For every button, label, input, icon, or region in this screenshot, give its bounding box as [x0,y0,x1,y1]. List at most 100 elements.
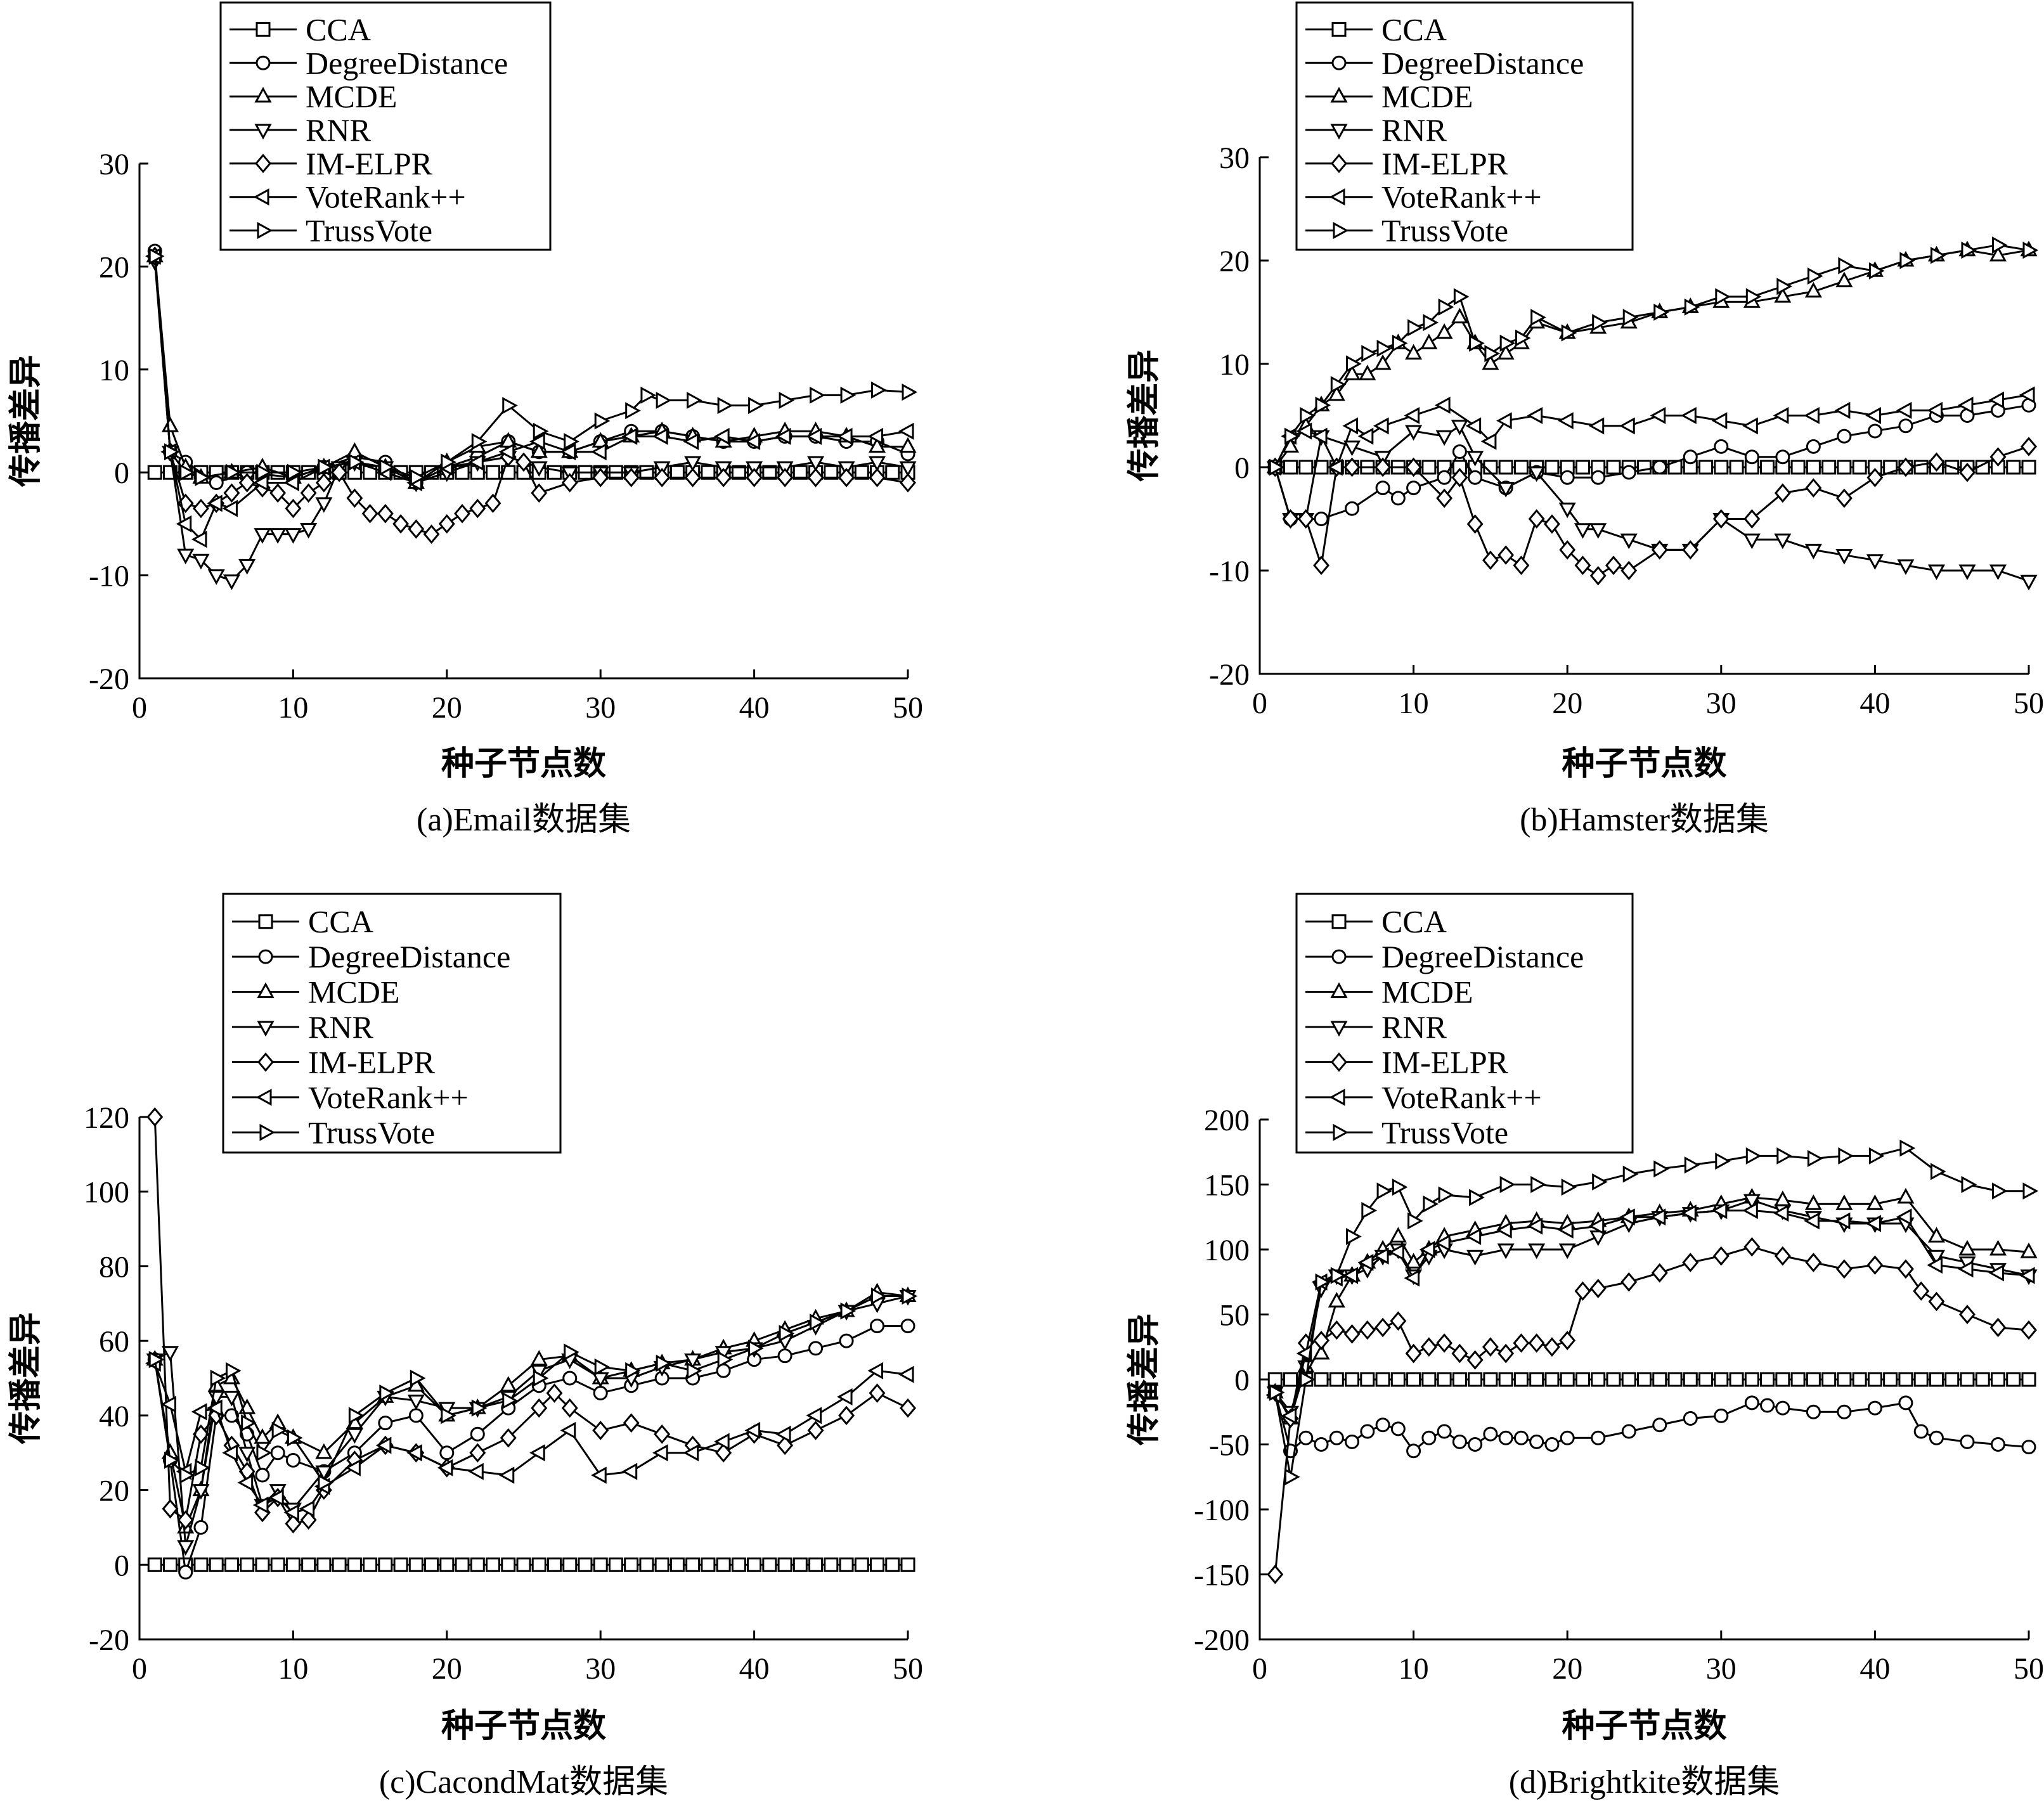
data-point [269,483,287,503]
data-point [1423,314,1439,332]
legend-box [222,893,562,1154]
data-point [1743,509,1761,529]
data-point [1852,460,1867,475]
data-point [1774,483,1791,503]
data-point [241,1414,257,1432]
data-point [807,456,825,472]
y-tick-label: 0 [1234,1364,1250,1397]
data-point [1480,432,1497,450]
data-point [1406,1443,1421,1459]
data-point [1498,460,1513,475]
data-point [669,465,685,480]
data-point [1898,418,1913,434]
data-point [1622,309,1639,326]
data-point [1637,1372,1652,1387]
data-point [1528,466,1546,482]
data-point [701,1557,716,1572]
data-point [1773,406,1789,425]
data-point [838,1405,855,1426]
data-point [1497,482,1515,498]
data-point [1927,564,1945,581]
data-point [562,1557,578,1572]
data-point [316,1557,332,1572]
data-point [486,465,501,480]
data-point [656,391,672,410]
data-point [1420,1337,1437,1357]
data-point [1865,1215,1881,1232]
data-point [1298,460,1314,475]
data-point [1483,1426,1498,1442]
data-point [898,1366,914,1383]
data-point [1515,329,1531,347]
data-point [300,523,318,539]
data-point [624,1557,639,1572]
data-point [1496,1221,1512,1239]
data-point [1866,1255,1884,1275]
data-point [1300,1371,1316,1388]
data-point [1390,1372,1406,1387]
data-point [1958,1239,1976,1256]
data-point [591,1466,607,1484]
data-point [836,427,853,445]
data-point [223,574,240,590]
data-point [2021,460,2036,475]
data-point [1469,1189,1485,1206]
data-point [578,1557,593,1572]
data-point [193,1557,209,1572]
data-point [871,1287,887,1305]
data-point [779,391,795,410]
legend-marker [257,1052,274,1072]
data-point [1298,1430,1314,1445]
data-point [1683,449,1698,465]
data-point [1530,309,1546,326]
data-point [1682,1253,1699,1272]
data-point [1315,396,1331,414]
data-point [1652,1417,1667,1433]
data-point [683,1444,699,1462]
data-point [1484,345,1501,363]
data-point [1606,460,1621,475]
data-point [1651,540,1668,560]
data-point [256,463,273,481]
data-point [868,437,886,453]
data-point [684,456,702,472]
data-point [867,1362,884,1379]
legend-label: IM-ELPR [1381,1044,1509,1080]
data-point [255,1468,270,1483]
data-point [191,531,207,548]
panel-brightkite: -200 -150 -100 -50 0 50 100 150 200 0 10 20 30 40 50 种子… [1126,893,2044,1800]
data-point [2019,1267,2035,1284]
data-point [1960,1434,1975,1449]
data-point [207,494,223,512]
data-point [1990,1372,2005,1387]
data-point [1392,334,1408,352]
data-point [623,1413,640,1433]
data-point [1837,1404,1852,1419]
data-point [714,1433,730,1450]
legend-label: VoteRank++ [1381,1080,1542,1115]
data-point [1681,1204,1697,1222]
data-point [714,427,730,445]
data-point [1373,417,1389,435]
data-point [1913,1281,1930,1301]
data-point [1835,271,1853,288]
data-point [1897,559,1915,575]
data-point [407,1394,425,1411]
data-point [1760,1372,1775,1387]
data-point [840,1302,857,1320]
data-point [594,412,611,430]
data-point [731,1557,746,1572]
data-point [1991,236,2008,254]
data-point [900,1398,916,1418]
data-point [1714,1372,1729,1387]
data-point [899,437,917,453]
data-point [1729,460,1744,475]
data-point [1790,1372,1806,1387]
data-point [147,465,162,480]
legend-marker [256,1088,272,1106]
y-tick-label: -50 [1209,1429,1250,1463]
data-point [1653,303,1669,321]
data-point [1806,460,1821,475]
data-point [792,465,808,480]
